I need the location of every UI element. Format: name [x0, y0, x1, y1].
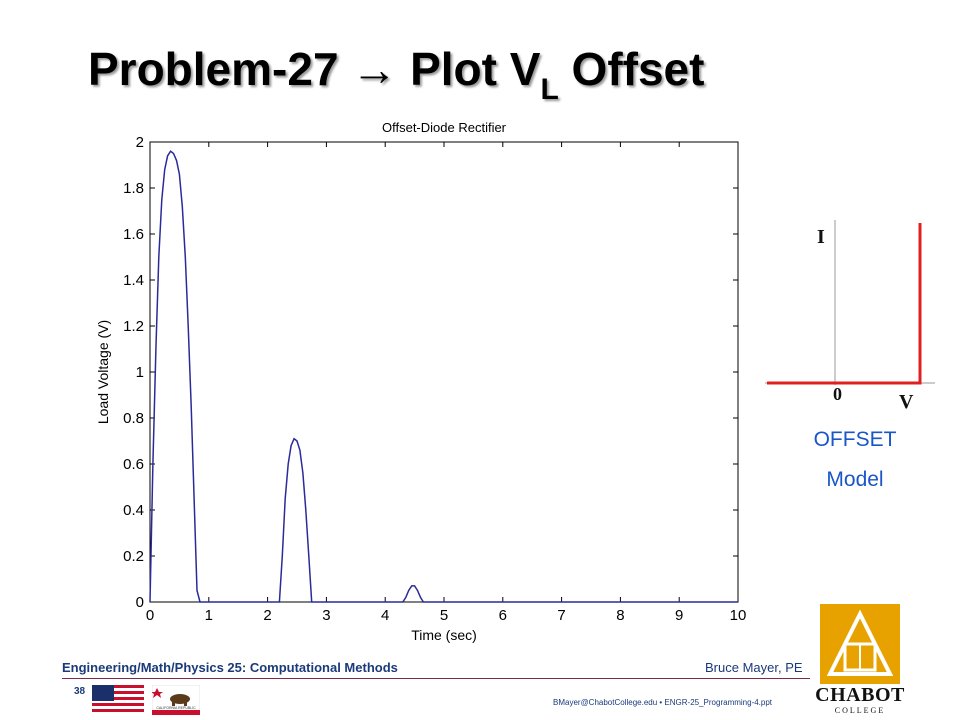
- chart-ticks: 0 1 2 3 4 5 6 7 8 9 10 0 0.2 0.4 0.6 0.8 1 1.2 1.4 1.6 1.8 2: [123, 134, 746, 624]
- y-tick-label: 1: [136, 364, 144, 381]
- footer-author: Bruce Mayer, PE: [705, 660, 803, 675]
- x-tick-label: 7: [557, 607, 565, 624]
- offset-model-iv-graph: I 0 V: [765, 220, 935, 413]
- x-tick-label: 6: [499, 607, 507, 624]
- model-origin-label: 0: [833, 384, 842, 404]
- offset-diode-rectifier-chart: 0 1 2 3 4 5 6 7 8 9 1000.20.40.60.811.21.41.61.82 …: [95, 120, 746, 643]
- y-tick-label: 1.6: [123, 226, 144, 243]
- y-tick-label: 0.6: [123, 456, 144, 473]
- y-tick-label: 0.2: [123, 548, 144, 565]
- y-tick-label: 0: [136, 594, 144, 611]
- y-tick-label: 1.2: [123, 318, 144, 335]
- y-tick-label: 0.8: [123, 410, 144, 427]
- x-tick-label: 8: [616, 607, 624, 624]
- model-label-line1: OFFSET: [813, 428, 897, 451]
- page-number: 38: [74, 686, 86, 697]
- chabot-college-logo-icon: [820, 604, 900, 684]
- slide-title-main: Problem-27 → Plot V: [88, 43, 541, 95]
- x-tick-label: 2: [263, 607, 271, 624]
- plot-area: [150, 142, 738, 602]
- x-tick-label: 4: [381, 607, 389, 624]
- slide-title-subscript: L: [540, 73, 559, 106]
- chart-frame: [149, 141, 739, 603]
- footer-course: Engineering/Math/Physics 25: Computation…: [62, 660, 398, 675]
- model-curve: [767, 223, 922, 385]
- y-tick-label: 2: [136, 134, 144, 151]
- load-voltage-series-line: [149, 150, 738, 603]
- footer-email: BMayer@ChabotCollege.edu • ENGR-25_Progr…: [553, 698, 773, 707]
- slide-title-end: Offset: [558, 43, 705, 95]
- y-tick-label: 0.4: [123, 502, 144, 519]
- slide-title: Problem-27 → Plot VL Offset: [88, 42, 705, 106]
- x-tick-label: 0: [146, 607, 154, 624]
- chart-y-axis-label: Load Voltage (V): [95, 320, 111, 424]
- model-i-label: I: [817, 226, 825, 248]
- footer-divider: [62, 678, 810, 679]
- california-flag-text: CALIFORNIA REPUBLIC: [156, 706, 196, 710]
- x-tick-label: 10: [730, 607, 747, 624]
- california-flag-icon: CALIFORNIA REPUBLIC: [152, 685, 200, 715]
- chart-x-axis-label: Time (sec): [411, 627, 477, 643]
- chart-title: Offset-Diode Rectifier: [382, 120, 507, 135]
- chart-series-group: [149, 150, 738, 603]
- logo-text: CHABOT: [815, 684, 905, 706]
- y-tick-label: 1.8: [123, 180, 144, 197]
- model-label-line2: Model: [826, 468, 884, 491]
- x-tick-label: 5: [440, 607, 448, 624]
- x-tick-label: 3: [322, 607, 330, 624]
- x-tick-label: 9: [675, 607, 683, 624]
- model-v-label: V: [899, 391, 914, 413]
- x-tick-label: 1: [205, 607, 213, 624]
- us-flag-icon: [92, 685, 144, 715]
- logo-subtext: COLLEGE: [834, 706, 886, 715]
- y-tick-label: 1.4: [123, 272, 144, 289]
